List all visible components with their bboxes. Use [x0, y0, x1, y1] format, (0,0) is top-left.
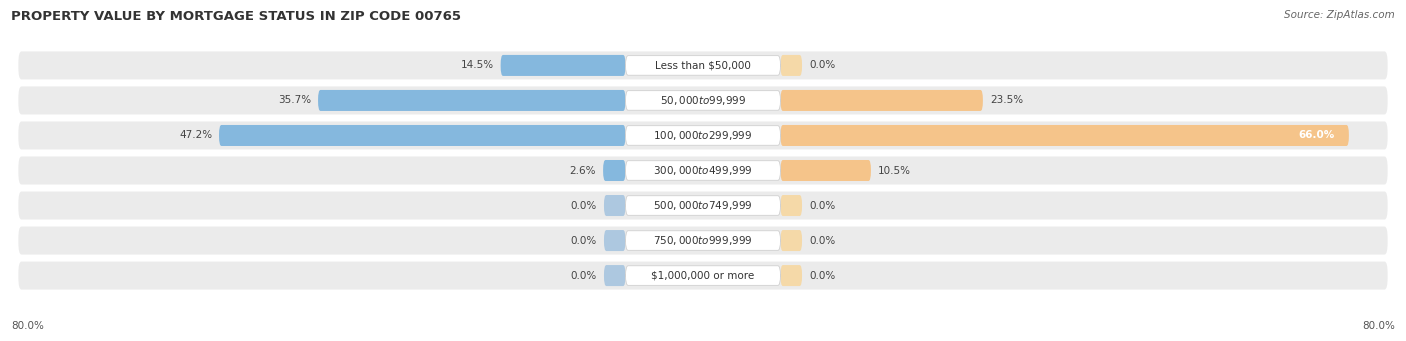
FancyBboxPatch shape — [18, 157, 1388, 184]
FancyBboxPatch shape — [605, 265, 626, 286]
FancyBboxPatch shape — [780, 230, 801, 251]
FancyBboxPatch shape — [626, 196, 780, 215]
FancyBboxPatch shape — [18, 87, 1388, 115]
Text: 35.7%: 35.7% — [278, 95, 311, 105]
FancyBboxPatch shape — [603, 160, 626, 181]
FancyBboxPatch shape — [626, 91, 780, 110]
Text: 0.0%: 0.0% — [808, 270, 835, 281]
Text: 14.5%: 14.5% — [461, 60, 494, 71]
FancyBboxPatch shape — [780, 195, 801, 216]
Text: 0.0%: 0.0% — [808, 201, 835, 210]
Text: Source: ZipAtlas.com: Source: ZipAtlas.com — [1284, 10, 1395, 20]
Text: 10.5%: 10.5% — [877, 165, 911, 176]
Text: 80.0%: 80.0% — [1362, 321, 1395, 331]
Text: 80.0%: 80.0% — [11, 321, 44, 331]
FancyBboxPatch shape — [501, 55, 626, 76]
FancyBboxPatch shape — [780, 90, 983, 111]
FancyBboxPatch shape — [605, 230, 626, 251]
FancyBboxPatch shape — [18, 226, 1388, 254]
FancyBboxPatch shape — [18, 262, 1388, 290]
FancyBboxPatch shape — [18, 192, 1388, 220]
Text: 0.0%: 0.0% — [808, 60, 835, 71]
Text: 0.0%: 0.0% — [808, 236, 835, 246]
FancyBboxPatch shape — [626, 161, 780, 180]
FancyBboxPatch shape — [780, 55, 801, 76]
Text: $500,000 to $749,999: $500,000 to $749,999 — [654, 199, 752, 212]
Text: 66.0%: 66.0% — [1298, 131, 1334, 140]
Text: 0.0%: 0.0% — [571, 236, 598, 246]
Text: $300,000 to $499,999: $300,000 to $499,999 — [654, 164, 752, 177]
Text: Less than $50,000: Less than $50,000 — [655, 60, 751, 71]
Text: 0.0%: 0.0% — [571, 270, 598, 281]
FancyBboxPatch shape — [626, 56, 780, 75]
FancyBboxPatch shape — [18, 51, 1388, 79]
Text: $50,000 to $99,999: $50,000 to $99,999 — [659, 94, 747, 107]
Text: $100,000 to $299,999: $100,000 to $299,999 — [654, 129, 752, 142]
Text: 0.0%: 0.0% — [571, 201, 598, 210]
FancyBboxPatch shape — [626, 231, 780, 250]
FancyBboxPatch shape — [780, 265, 801, 286]
FancyBboxPatch shape — [780, 125, 1348, 146]
Text: $750,000 to $999,999: $750,000 to $999,999 — [654, 234, 752, 247]
FancyBboxPatch shape — [626, 126, 780, 145]
Text: $1,000,000 or more: $1,000,000 or more — [651, 270, 755, 281]
FancyBboxPatch shape — [605, 195, 626, 216]
FancyBboxPatch shape — [780, 160, 870, 181]
Text: 23.5%: 23.5% — [990, 95, 1024, 105]
Text: 47.2%: 47.2% — [179, 131, 212, 140]
FancyBboxPatch shape — [626, 266, 780, 285]
Text: 2.6%: 2.6% — [569, 165, 596, 176]
FancyBboxPatch shape — [18, 121, 1388, 149]
FancyBboxPatch shape — [219, 125, 626, 146]
Text: PROPERTY VALUE BY MORTGAGE STATUS IN ZIP CODE 00765: PROPERTY VALUE BY MORTGAGE STATUS IN ZIP… — [11, 10, 461, 23]
FancyBboxPatch shape — [318, 90, 626, 111]
